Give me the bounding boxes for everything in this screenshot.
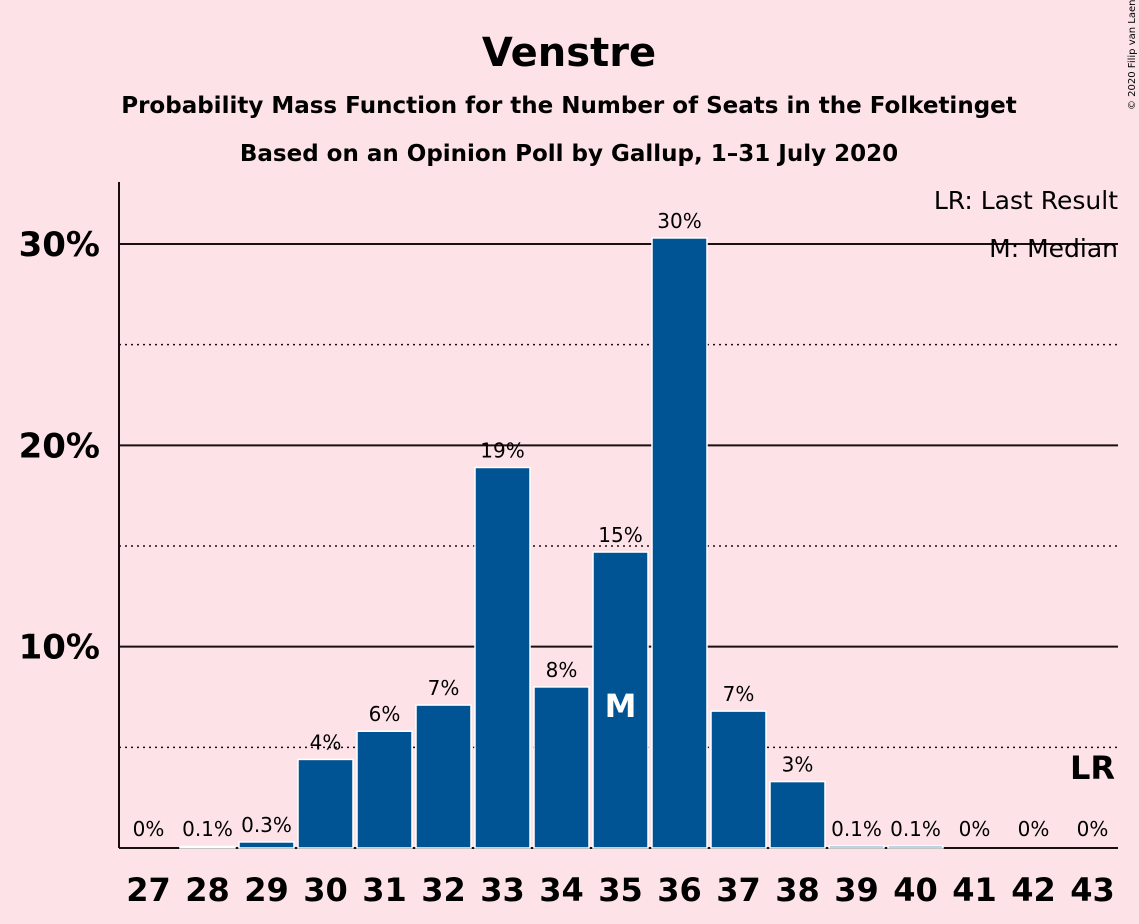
x-tick-label: 37 [716, 871, 761, 909]
x-tick-label: 32 [421, 871, 466, 909]
bars [179, 237, 944, 849]
data-label-seats-31: 6% [369, 702, 401, 726]
x-tick-label: 31 [362, 871, 407, 909]
x-tick-label: 35 [598, 871, 643, 909]
x-tick-label: 28 [185, 871, 230, 909]
bar-seats-38 [769, 780, 826, 849]
data-labels: 0% 0.1% 0.3% 4% 6% 7% 19% 8% 15% M 30% 7% 3% 0.1% 0.1%… [133, 209, 1115, 841]
data-label-seats-38: 3% [782, 753, 814, 777]
y-tick-labels: 10% 20% 30% [19, 225, 100, 668]
data-label-seats-37: 7% [723, 682, 755, 706]
data-label-seats-33: 19% [480, 438, 524, 462]
x-tick-label: 30 [303, 871, 348, 909]
x-tick-label: 42 [1011, 871, 1056, 909]
y-tick-label: 30% [19, 225, 100, 265]
x-tick-labels: 27 28 29 30 31 32 33 34 35 36 37 38 39 40 41 42 43 [126, 871, 1115, 909]
bar-seats-33 [474, 466, 531, 849]
bar-seats-35 [592, 551, 649, 849]
last-result-marker: LR [1070, 749, 1115, 787]
data-label-seats-34: 8% [546, 658, 578, 682]
legend-last-result: LR: Last Result [934, 186, 1118, 215]
chart-subtitle-source: Based on an Opinion Poll by Gallup, 1–31… [240, 141, 898, 167]
bar-seats-31 [356, 730, 413, 849]
x-tick-label: 41 [952, 871, 997, 909]
data-label-seats-36: 30% [657, 209, 701, 233]
x-tick-label: 38 [775, 871, 820, 909]
bar-seats-28 [179, 845, 236, 849]
x-tick-label: 39 [834, 871, 879, 909]
x-tick-label: 36 [657, 871, 702, 909]
x-tick-label: 34 [539, 871, 584, 909]
data-label-seats-28: 0.1% [182, 817, 233, 841]
bar-seats-39 [828, 845, 885, 849]
median-marker: M [605, 687, 637, 725]
data-label-seats-35: 15% [598, 523, 642, 547]
y-tick-label: 10% [19, 628, 100, 668]
x-tick-label: 33 [480, 871, 525, 909]
data-label-seats-43: 0% [1077, 817, 1109, 841]
bar-seats-29 [238, 841, 295, 849]
legend-median: M: Median [989, 234, 1118, 263]
data-label-seats-30: 4% [310, 730, 342, 754]
x-tick-label: 43 [1070, 871, 1115, 909]
copyright-notice: © 2020 Filip van Laenen [1127, 0, 1138, 110]
chart-title: Venstre [482, 30, 656, 76]
bar-seats-36 [651, 237, 708, 849]
chart-subtitle: Probability Mass Function for the Number… [121, 93, 1017, 119]
bar-seats-30 [297, 758, 354, 849]
bar-seats-34 [533, 686, 590, 849]
data-label-seats-39: 0.1% [831, 817, 882, 841]
bar-seats-37 [710, 710, 767, 849]
bar-seats-40 [887, 845, 944, 849]
y-tick-label: 20% [19, 426, 100, 466]
data-label-seats-27: 0% [133, 817, 165, 841]
x-tick-label: 27 [126, 871, 171, 909]
data-label-seats-32: 7% [428, 676, 460, 700]
bar-seats-32 [415, 704, 472, 849]
data-label-seats-40: 0.1% [890, 817, 941, 841]
data-label-seats-29: 0.3% [241, 813, 292, 837]
data-label-seats-42: 0% [1018, 817, 1050, 841]
data-label-seats-41: 0% [959, 817, 991, 841]
x-tick-label: 40 [893, 871, 938, 909]
x-tick-label: 29 [244, 871, 289, 909]
